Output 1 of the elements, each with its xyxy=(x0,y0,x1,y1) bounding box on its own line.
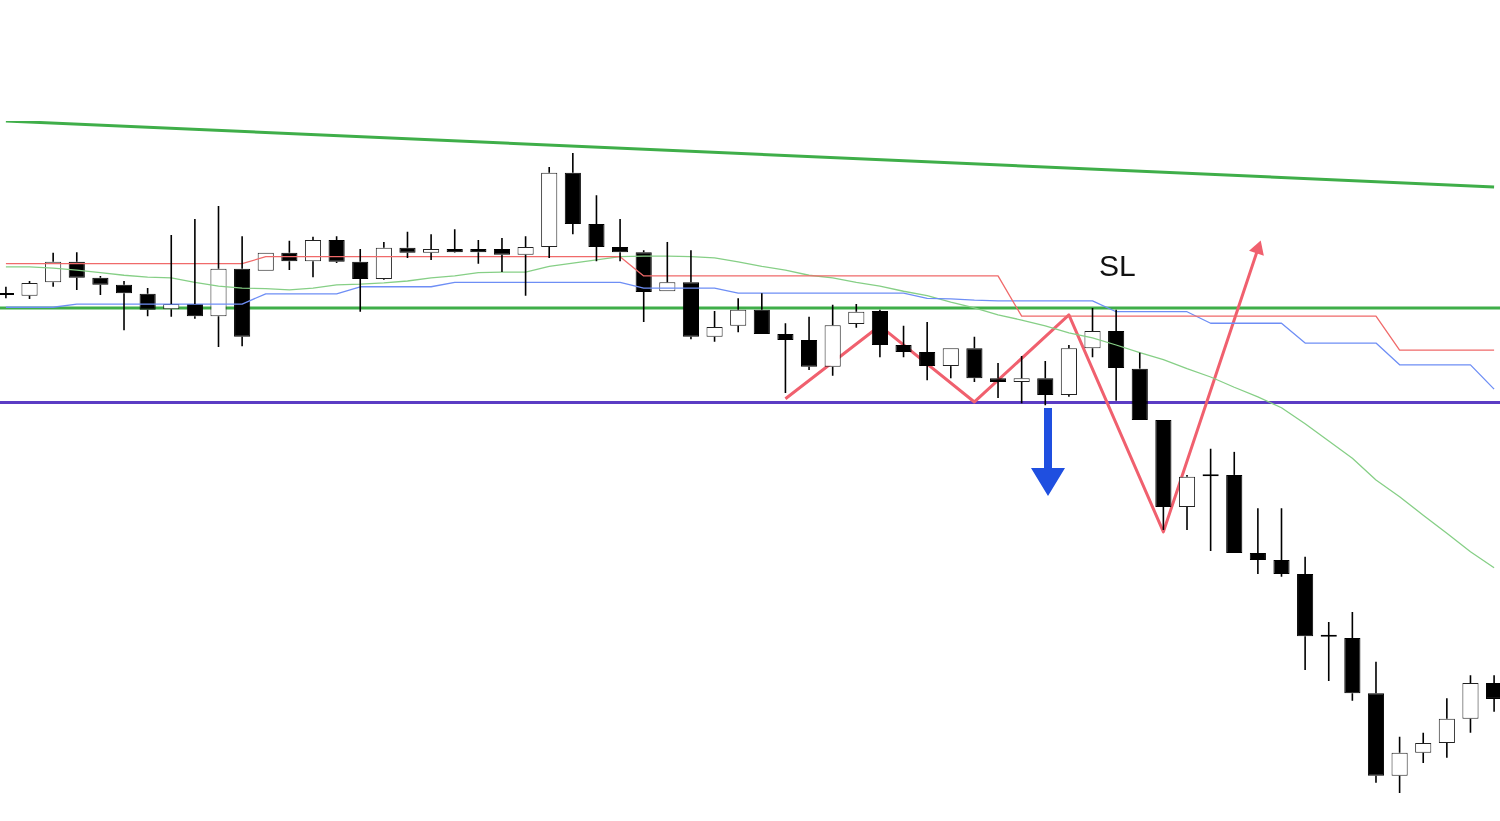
annotation: SL xyxy=(1099,249,1136,282)
